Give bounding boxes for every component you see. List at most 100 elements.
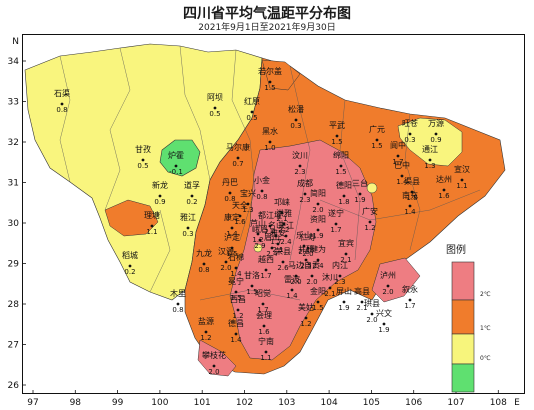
station: 松潘 0.3	[288, 104, 304, 130]
station-name: 昭觉	[255, 288, 271, 298]
station-dot	[270, 246, 274, 250]
station-value: 0.8	[56, 106, 67, 114]
station-name: 宣汉	[454, 164, 470, 174]
station-name: 黑水	[262, 126, 278, 136]
station-name: 达州	[436, 174, 452, 184]
station-dot	[298, 164, 302, 168]
station-value: 0.8	[256, 193, 267, 201]
station: 攀枝花 2.0	[202, 350, 226, 376]
station-value: 2.0	[382, 288, 393, 296]
legend-swatch	[451, 363, 475, 393]
station-name: 雷波	[284, 274, 300, 284]
lat-tick-label: 30	[8, 219, 20, 229]
station-dot	[236, 156, 240, 160]
station: 阆中 1.7	[390, 140, 406, 166]
station: 芦山 1.2	[250, 218, 266, 244]
station-value: 1.5	[371, 142, 382, 150]
station: 木里 0.8	[170, 288, 186, 314]
station-value: 0.8	[224, 195, 235, 203]
station: 都江堰 2.4	[258, 210, 282, 236]
station-name: 眉山	[264, 232, 280, 242]
station: 宜宾 2.1	[338, 238, 354, 264]
station: 遂宁 1.7	[328, 208, 344, 234]
station-value: 0.2	[186, 198, 197, 206]
station-dot	[304, 258, 308, 262]
region-pink-south	[197, 339, 237, 377]
station-dot	[360, 300, 364, 304]
station-value: 2.1	[272, 246, 283, 254]
station-name: 荣县	[275, 246, 291, 256]
station-value: 1.7	[270, 238, 281, 246]
station-name: 汉源	[218, 247, 234, 256]
station-name: 美姑	[298, 302, 314, 312]
station-value: 2.4	[280, 238, 292, 246]
station-value: 1.9	[378, 326, 389, 334]
station-value: 0.3	[404, 136, 415, 144]
station: 会理 1.6	[256, 310, 272, 336]
station-value: 2.5	[300, 262, 311, 270]
station-dot	[316, 258, 320, 262]
station-dot	[60, 102, 64, 106]
station: 盐源 1.2	[198, 316, 214, 342]
station: 资阳 1.9	[310, 214, 326, 240]
station-name: 南充	[402, 190, 418, 200]
station-value: 1.2	[232, 312, 243, 320]
station-dot	[396, 154, 400, 158]
station: 井研 2.5	[298, 244, 314, 270]
station-dot	[202, 262, 206, 266]
station-value: 1.1	[456, 182, 467, 190]
station-value: 1.4	[404, 208, 416, 216]
region-orange-west-pocket	[104, 199, 159, 237]
station-name: 木里	[170, 288, 186, 298]
station-dot	[316, 202, 320, 206]
station-name: 名山	[268, 220, 284, 230]
station-dot	[442, 188, 446, 192]
station-value: 2.0	[208, 368, 219, 376]
station-value: -0.1	[169, 168, 183, 176]
station-value: 0.9	[154, 198, 165, 206]
station: 昭觉 1.7	[255, 288, 271, 314]
station-dot	[230, 226, 234, 230]
station-value: 1.6	[234, 218, 246, 226]
station-value: 1.1	[146, 228, 157, 236]
station: 康定 1.4	[224, 212, 240, 238]
station-name: 马边	[288, 260, 304, 270]
station-dot	[386, 284, 390, 288]
map-frame	[22, 34, 525, 394]
station: 珙县 2.0	[364, 298, 380, 324]
station-dot	[212, 364, 216, 368]
station-name: 宜宾	[338, 238, 354, 248]
station-name: 天全	[232, 200, 248, 210]
station-value: 1.9	[354, 196, 365, 204]
lat-tick-label: 32	[8, 138, 19, 148]
station-dot	[382, 322, 386, 326]
station-dot	[268, 140, 272, 144]
station-name: 汶川	[292, 150, 308, 160]
station-name: 道孚	[184, 180, 200, 190]
station-name: 冕宁	[228, 276, 244, 286]
station-name: 甘洛	[244, 270, 260, 280]
map-subtitle: 2021年9月1日至2021年9月30日	[198, 23, 336, 33]
lat-tick-label: 34	[8, 57, 20, 67]
station-dot	[250, 284, 254, 288]
station-value: 1.1	[260, 354, 271, 362]
station-name: 珙县	[364, 298, 380, 308]
station: 万源 0.9	[428, 119, 444, 144]
station-value: 2.9	[254, 242, 265, 250]
station-value: 1.8	[406, 194, 417, 202]
station-value: 1.4	[230, 336, 242, 344]
station-dot	[261, 302, 265, 306]
station-name: 盐源	[198, 316, 214, 326]
station-value: 2.1	[356, 304, 367, 312]
station: 冕宁 1.5	[228, 276, 244, 302]
lon-tick-label: 100	[151, 398, 168, 408]
station-name: 康定	[224, 212, 240, 222]
station-value: 1.9	[312, 232, 323, 240]
station: 理塘 1.1	[144, 210, 160, 236]
east-label: E	[514, 398, 520, 408]
station-dot	[256, 232, 260, 236]
station: 甘孜 0.5	[135, 144, 151, 170]
station-dot	[303, 192, 307, 196]
station-name: 万源	[428, 119, 444, 128]
station-dot	[236, 308, 240, 312]
